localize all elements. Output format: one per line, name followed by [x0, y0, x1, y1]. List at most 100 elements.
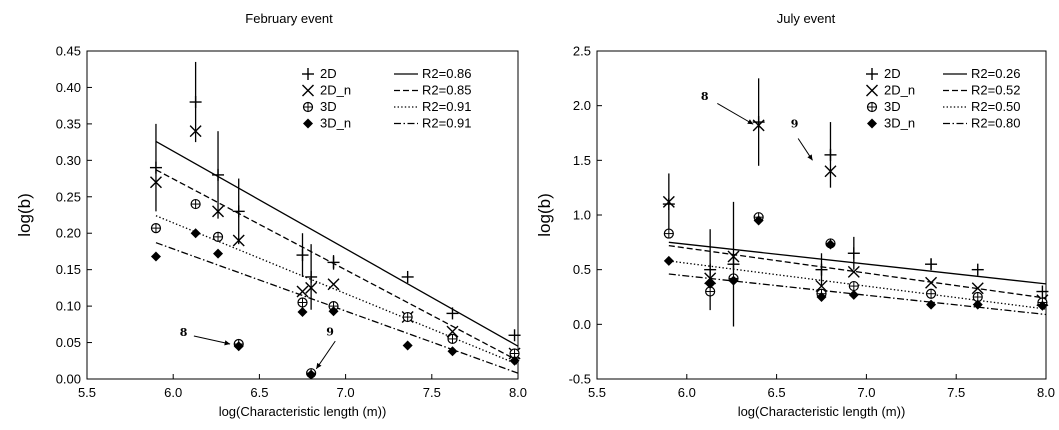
series-2d [149, 61, 521, 342]
data-point [305, 281, 318, 294]
data-point [297, 297, 308, 308]
x-tick-label: 7.5 [423, 385, 441, 400]
y-tick-label: 0.0 [573, 317, 591, 332]
legend-marker [866, 68, 878, 80]
data-point [816, 292, 827, 302]
y-tick-label: 1.0 [573, 208, 591, 223]
data-point [232, 234, 245, 247]
data-point [232, 205, 245, 218]
data-point [662, 195, 675, 208]
data-point [971, 263, 984, 276]
data-point [1036, 285, 1049, 298]
legend-marker [302, 101, 314, 113]
fit-line-dashed [155, 169, 518, 362]
data-point [847, 265, 860, 278]
data-point [402, 311, 413, 323]
legend-marker [867, 118, 877, 129]
y-tick-label: 0.15 [56, 262, 81, 277]
data-point [401, 270, 414, 283]
data-point [848, 280, 859, 292]
data-point [848, 289, 859, 300]
y-tick-label: 0.30 [56, 153, 81, 168]
y-tick-label: -0.5 [569, 372, 591, 387]
data-point [704, 272, 717, 285]
y-tick-label: 0.35 [56, 116, 81, 131]
fit-line-dotted [668, 260, 1046, 310]
annotation-arrow [717, 103, 754, 125]
chart-1: July event 5.5 6.0 6.5 7.0 7.5 8.0 -0.5 0.0 0.5 1.… [535, 11, 1055, 419]
annotation-label: 9 [791, 118, 799, 131]
legend-marker [303, 118, 313, 129]
data-point [212, 205, 225, 218]
legend-fit-label: R2=0.52 [971, 83, 1021, 98]
annotation-label: 8 [180, 326, 188, 339]
data-point [704, 263, 717, 276]
data-point [663, 228, 674, 239]
data-point [446, 307, 459, 320]
data-point [705, 278, 716, 289]
y-tick-label: 0.20 [56, 226, 81, 241]
data-point [213, 248, 224, 259]
data-point [925, 258, 938, 271]
x-tick-label: 6.0 [678, 385, 696, 400]
data-point [925, 288, 937, 299]
legend-fit-label: R2=0.86 [422, 66, 472, 81]
data-point [297, 306, 308, 317]
data-point [925, 276, 938, 289]
legend-series-label: 3D_n [884, 116, 915, 131]
x-tick-label: 6.0 [164, 385, 182, 400]
data-point [327, 278, 340, 291]
x-axis-label: log(Characteristic length (m)) [219, 404, 387, 419]
x-tick-label: 7.0 [857, 385, 875, 400]
data-point [306, 369, 317, 380]
legend-series-label: 2D [884, 66, 901, 81]
data-point [752, 119, 765, 132]
data-point [662, 198, 675, 211]
chart-title: February event [245, 11, 333, 26]
data-point [327, 256, 340, 269]
data-point [1037, 300, 1048, 311]
data-point [296, 249, 309, 262]
data-point [825, 239, 836, 250]
data-point [150, 223, 162, 234]
annotation-label: 9 [326, 325, 334, 338]
y-tick-label: 0.40 [56, 80, 81, 95]
data-point [971, 282, 984, 295]
legend-marker [866, 84, 878, 97]
arrow-head [224, 340, 231, 346]
x-tick-label: 5.5 [78, 385, 96, 400]
legend-marker [302, 68, 314, 80]
y-tick-label: 0.00 [56, 372, 81, 387]
data-point [824, 148, 837, 161]
y-tick-label: 2.0 [573, 98, 591, 113]
x-tick-label: 6.5 [768, 385, 786, 400]
annotation-8: 8 [180, 326, 231, 346]
x-tick-label: 5.5 [588, 385, 606, 400]
data-point [402, 340, 413, 351]
chart-0: February event 5.5 6.0 6.5 7.0 7.5 8.0 0.00 0.05… [15, 11, 527, 419]
legend-marker [866, 101, 878, 113]
arrow-head [807, 154, 813, 161]
arrow-head [747, 119, 754, 125]
annotation-arrow [193, 335, 231, 345]
y-axis-label: log(b) [535, 193, 554, 236]
data-point [190, 228, 201, 239]
data-point [972, 299, 983, 310]
data-point [212, 231, 224, 242]
y-tick-label: 0.10 [56, 299, 81, 314]
data-point [447, 333, 458, 345]
data-point [972, 291, 983, 303]
x-axis-label: log(Characteristic length (m)) [738, 404, 906, 419]
data-point [728, 275, 739, 286]
legend-series-label: 3D_n [320, 116, 351, 131]
legend-series-label: 2D_n [884, 83, 915, 98]
y-tick-label: 0.25 [56, 189, 81, 204]
fit-line-solid [155, 140, 518, 347]
legend-series-label: 2D [320, 66, 337, 81]
x-tick-label: 8.0 [509, 385, 527, 400]
y-tick-label: 0.45 [56, 44, 81, 59]
plot-frame [86, 50, 519, 380]
data-point [150, 251, 161, 262]
fit-line-dotted [155, 215, 518, 366]
data-point [305, 270, 318, 283]
